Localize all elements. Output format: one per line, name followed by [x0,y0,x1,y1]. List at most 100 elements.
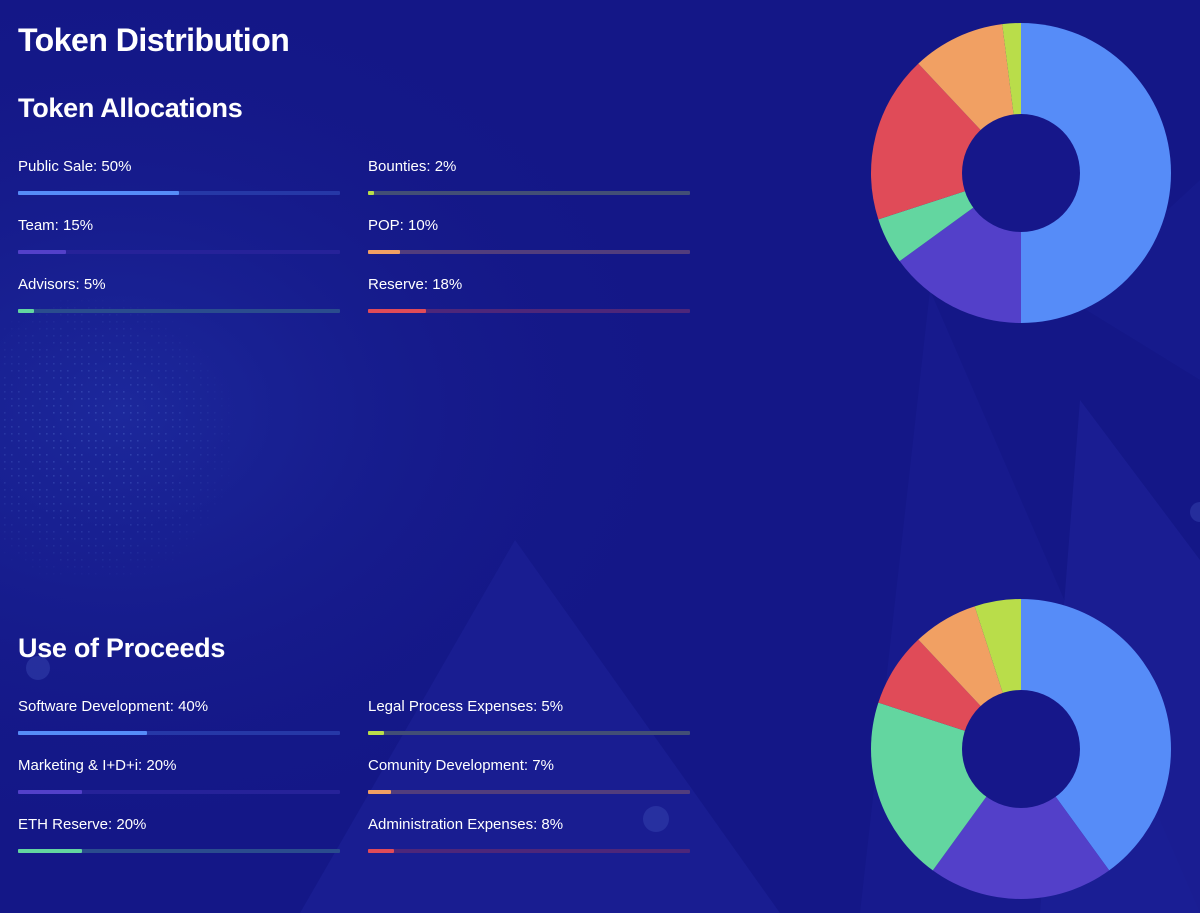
decor-dot [116,321,118,323]
decor-dot [102,300,104,302]
decor-dot [214,503,216,505]
decor-dot [165,489,167,491]
decor-dot [144,398,146,400]
decor-dot [221,496,223,498]
allocation-label: Advisors: 5% [18,276,106,293]
decor-dot [221,454,223,456]
decor-dot [102,412,104,414]
proceeds-label: Software Development: 40% [18,698,209,715]
decor-dot [102,377,104,379]
decor-dot [18,552,20,554]
decor-dot [137,335,139,337]
decor-dot [67,552,69,554]
progress-track [368,731,690,735]
decor-dot [172,510,174,512]
decor-dot [74,398,76,400]
decor-dot [32,314,34,316]
decor-dot [81,370,83,372]
decor-dot [116,419,118,421]
decor-dot [53,335,55,337]
decor-dot [11,370,13,372]
decor-dot [123,300,125,302]
progress-fill [368,731,385,735]
decor-dot [39,489,41,491]
decor-dot [214,412,216,414]
decor-dot [137,510,139,512]
decor-dot [95,370,97,372]
decor-dot [60,482,62,484]
decor-dot [158,377,160,379]
decor-dot [46,363,48,365]
decor-dot [158,552,160,554]
decor-dot [186,398,188,400]
decor-dot [214,496,216,498]
decor-dot [81,566,83,568]
decor-dot [32,377,34,379]
decor-dot [4,342,6,344]
decor-dot [172,517,174,519]
decor-dot [193,391,195,393]
decor-dot [186,531,188,533]
decor-dot [221,419,223,421]
decor-dot [207,475,209,477]
decor-dot [207,447,209,449]
decor-dot [214,391,216,393]
decor-dot [25,398,27,400]
decor-dot [39,349,41,351]
decor-dot [221,433,223,435]
decor-dot [46,426,48,428]
decor-dot [130,545,132,547]
decor-dot [74,356,76,358]
decor-dot [144,377,146,379]
decor-dot [60,552,62,554]
decor-dot [151,384,153,386]
decor-dot [109,363,111,365]
decor-dot [186,328,188,330]
decor-dot [116,559,118,561]
decor-dot [165,503,167,505]
decor-dot [88,426,90,428]
decor-dot [109,461,111,463]
decor-dot [137,426,139,428]
decor-dot [144,426,146,428]
decor-dot [102,545,104,547]
decor-dot [67,447,69,449]
decor-dot [18,363,20,365]
decor-dot [235,412,237,414]
decor-dot [179,433,181,435]
decor-dot [25,545,27,547]
decor-dot [123,391,125,393]
decor-dot [25,363,27,365]
decor-dot [102,489,104,491]
decor-dot [25,328,27,330]
decor-dot [95,482,97,484]
decor-dot [130,328,132,330]
decor-dot [186,419,188,421]
decor-dot [67,377,69,379]
decor-dot [67,426,69,428]
decor-dot [179,559,181,561]
decor-dot [67,482,69,484]
decor-dot [11,356,13,358]
decor-dot [172,440,174,442]
decor-dot [60,342,62,344]
decor-dot [207,384,209,386]
decor-dot [158,321,160,323]
decor-dot [4,384,6,386]
decor-dot [11,384,13,386]
decor-dot [123,573,125,575]
decor-dot [193,363,195,365]
decor-dot [158,405,160,407]
decor-dot [67,405,69,407]
decor-dot [39,342,41,344]
decor-dot [158,447,160,449]
decor-dot [95,517,97,519]
decor-dot [207,517,209,519]
decor-dot [25,349,27,351]
decor-dot [207,370,209,372]
decor-dot [81,384,83,386]
decor-dot [74,524,76,526]
decor-dot [102,524,104,526]
decor-dot [88,377,90,379]
proceeds-label: ETH Reserve: 20% [18,816,147,833]
